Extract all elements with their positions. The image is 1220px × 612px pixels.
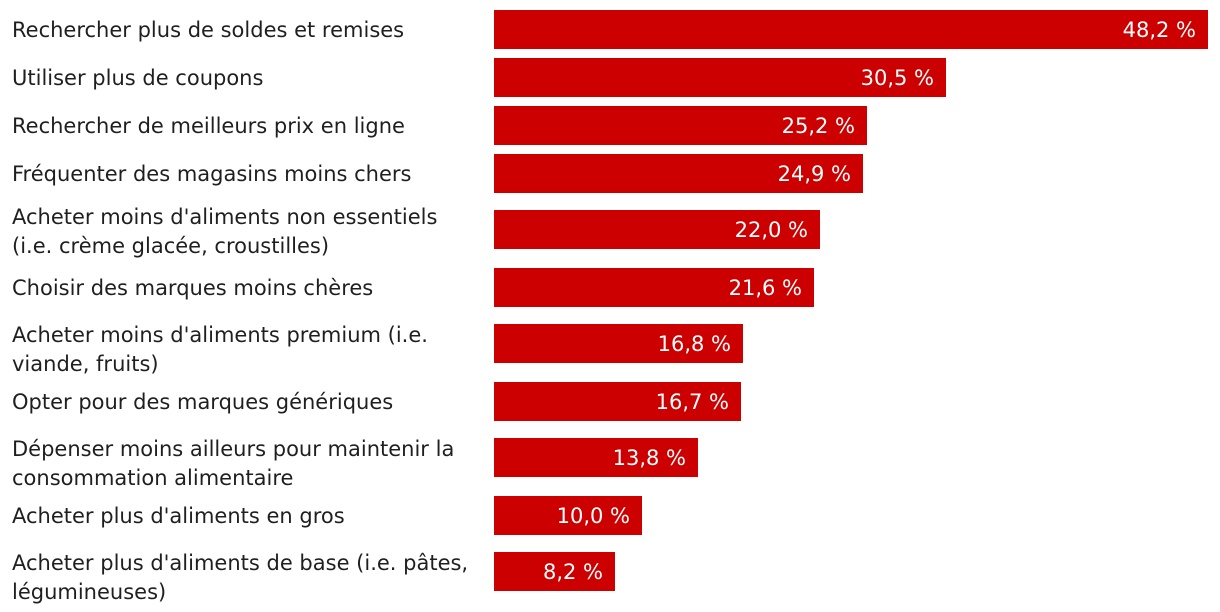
bar [494, 552, 615, 591]
bar-value-label: 10,0 % [556, 503, 630, 528]
bar-value-label: 13,8 % [612, 445, 686, 470]
bar [494, 438, 698, 477]
bar-value-label: 16,7 % [655, 389, 729, 414]
bar-value-label: 30,5 % [860, 65, 934, 90]
bar-value-label: 16,8 % [657, 331, 731, 356]
category-label: Acheter moins d'aliments premium (i.e. v… [12, 323, 428, 376]
bar-value-label: 48,2 % [1122, 17, 1196, 42]
category-label: Opter pour des marques génériques [12, 389, 394, 414]
category-label: Acheter moins d'aliments non essentiels … [12, 205, 438, 258]
bar-value-label: 22,0 % [734, 217, 808, 242]
bar-value-label: 25,2 % [781, 113, 855, 138]
bar [494, 154, 863, 193]
category-label: Fréquenter des magasins moins chers [12, 161, 412, 186]
category-label: Acheter plus d'aliments de base (i.e. pâ… [12, 551, 469, 604]
bar [494, 324, 743, 363]
category-label: Rechercher de meilleurs prix en ligne [12, 113, 405, 138]
bar [494, 10, 1208, 49]
bar-value-label: 21,6 % [728, 275, 802, 300]
category-label: Dépenser moins ailleurs pour maintenir l… [12, 437, 455, 490]
category-label: Acheter plus d'aliments en gros [12, 503, 345, 528]
bar [494, 496, 642, 535]
bar [494, 268, 814, 307]
category-label: Utiliser plus de coupons [12, 65, 264, 90]
bar-value-label: 8,2 % [542, 559, 603, 584]
bar [494, 382, 741, 421]
category-label: Choisir des marques moins chères [12, 275, 374, 300]
category-label: Rechercher plus de soldes et remises [12, 17, 405, 42]
bar [494, 106, 867, 145]
bar [494, 58, 946, 97]
bar-value-label: 24,9 % [777, 161, 851, 186]
bar [494, 210, 820, 249]
